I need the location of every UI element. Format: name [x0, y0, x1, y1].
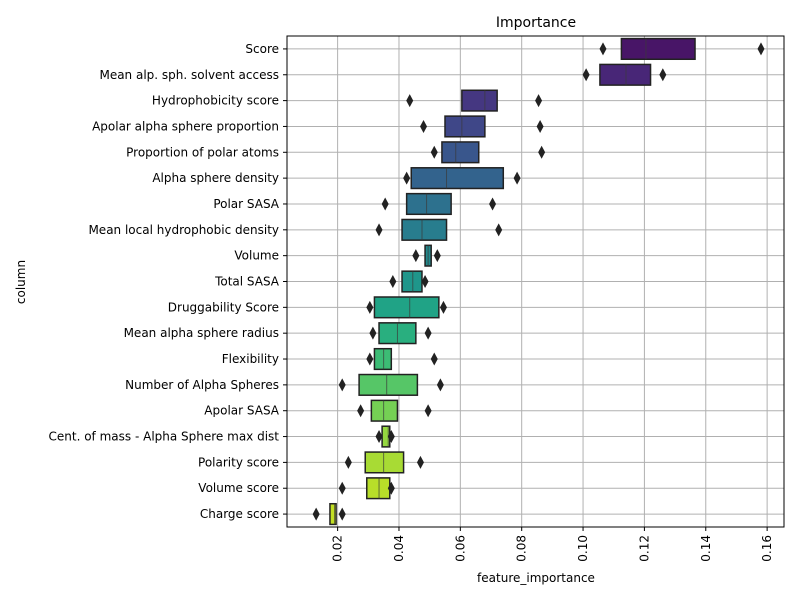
outlier-marker: [495, 223, 503, 237]
y-tick-label: Volume: [234, 249, 279, 263]
outlier-marker: [659, 68, 667, 82]
outlier-marker: [312, 507, 320, 521]
outlier-marker: [489, 197, 497, 211]
outlier-marker: [513, 171, 521, 185]
x-tick-label: 0.02: [331, 535, 345, 562]
box-layer: [329, 37, 696, 526]
box-17: [366, 477, 391, 500]
outlier-marker: [412, 249, 420, 263]
box-1: [599, 63, 652, 86]
outlier-marker: [381, 197, 389, 211]
outlier-marker: [439, 300, 447, 314]
outlier-marker: [430, 352, 438, 366]
x-axis-label: feature_importance: [477, 571, 595, 585]
y-tick-label: Mean alp. sph. solvent access: [99, 68, 279, 82]
outlier-marker: [366, 300, 374, 314]
outlier-marker: [338, 481, 346, 495]
y-tick-label: Score: [245, 42, 279, 56]
y-tick-labels: Score Mean alp. sph. solvent access Hydrop…: [49, 42, 287, 521]
x-tick-label: 0.10: [576, 535, 590, 562]
box-16: [364, 451, 405, 474]
outlier-marker: [535, 94, 543, 108]
y-tick-label: Apolar alpha sphere proportion: [92, 119, 279, 133]
x-tick-label: 0.04: [392, 535, 406, 562]
box-10: [373, 296, 440, 319]
box-12: [373, 347, 393, 371]
y-tick-label: Cent. of mass - Alpha Sphere max dist: [49, 430, 280, 444]
box-4: [441, 141, 480, 164]
y-axis-label: column: [14, 260, 28, 304]
outlier-marker: [582, 68, 590, 82]
outlier-marker: [369, 326, 377, 340]
outlier-marker: [538, 145, 546, 159]
outlier-marker: [406, 94, 414, 108]
y-tick-label: Mean local hydrophobic density: [88, 223, 279, 237]
y-tick-label: Flexibility: [222, 352, 279, 366]
outlier-marker: [757, 42, 765, 56]
y-tick-label: Proportion of polar atoms: [126, 145, 279, 159]
box-0: [620, 37, 696, 61]
outlier-marker: [375, 223, 383, 237]
outlier-marker: [357, 404, 365, 418]
outlier-marker: [424, 326, 432, 340]
chart-title: Importance: [496, 15, 576, 31]
outlier-marker: [420, 119, 428, 133]
outlier-marker: [433, 249, 441, 263]
x-tick-label: 0.06: [453, 535, 467, 562]
outlier-marker: [338, 507, 346, 521]
outlier-marker: [421, 275, 429, 288]
y-tick-label: Polar SASA: [213, 197, 279, 211]
y-tick-label: Alpha sphere density: [152, 171, 279, 185]
y-tick-label: Polarity score: [198, 455, 279, 469]
outlier-marker: [424, 404, 432, 418]
outlier-marker: [375, 430, 383, 444]
box-14: [370, 399, 399, 422]
outlier-marker: [599, 42, 607, 56]
y-tick-label: Charge score: [200, 507, 279, 521]
outlier-marker: [536, 119, 544, 133]
box-13: [358, 373, 419, 396]
x-tick-label: 0.14: [699, 535, 713, 562]
outlier-marker: [387, 430, 395, 444]
outlier-marker: [430, 145, 438, 159]
outlier-marker: [403, 171, 411, 185]
x-tick-label: 0.12: [637, 535, 651, 562]
outlier-marker: [436, 378, 444, 392]
box-18: [329, 502, 337, 526]
box-7: [401, 218, 448, 241]
box-5: [410, 167, 505, 190]
outlier-marker: [416, 455, 424, 469]
x-tick-label: 0.08: [515, 535, 529, 562]
outlier-marker: [344, 455, 352, 469]
x-tick-labels: 0.02 0.04 0.06 0.08 0.10 0.12 0.14 0.16: [331, 527, 774, 562]
y-tick-label: Hydrophobicity score: [152, 94, 279, 108]
box-3: [444, 115, 486, 138]
box-9: [401, 270, 423, 293]
outlier-marker: [338, 378, 346, 392]
outlier-marker: [389, 275, 397, 288]
y-tick-label: Number of Alpha Spheres: [125, 378, 279, 392]
outlier-marker: [366, 352, 374, 366]
x-tick-label: 0.16: [760, 535, 774, 562]
grid-layer: [287, 36, 784, 527]
outlier-marker: [387, 481, 395, 495]
y-tick-label: Druggability Score: [168, 300, 279, 314]
y-tick-label: Apolar SASA: [204, 404, 279, 418]
outlier-layer: [312, 42, 765, 521]
y-tick-label: Mean alpha sphere radius: [124, 326, 279, 340]
box-2: [461, 89, 498, 112]
y-tick-label: Total SASA: [214, 275, 280, 289]
y-tick-label: Volume score: [198, 481, 279, 495]
box-6: [405, 192, 452, 216]
